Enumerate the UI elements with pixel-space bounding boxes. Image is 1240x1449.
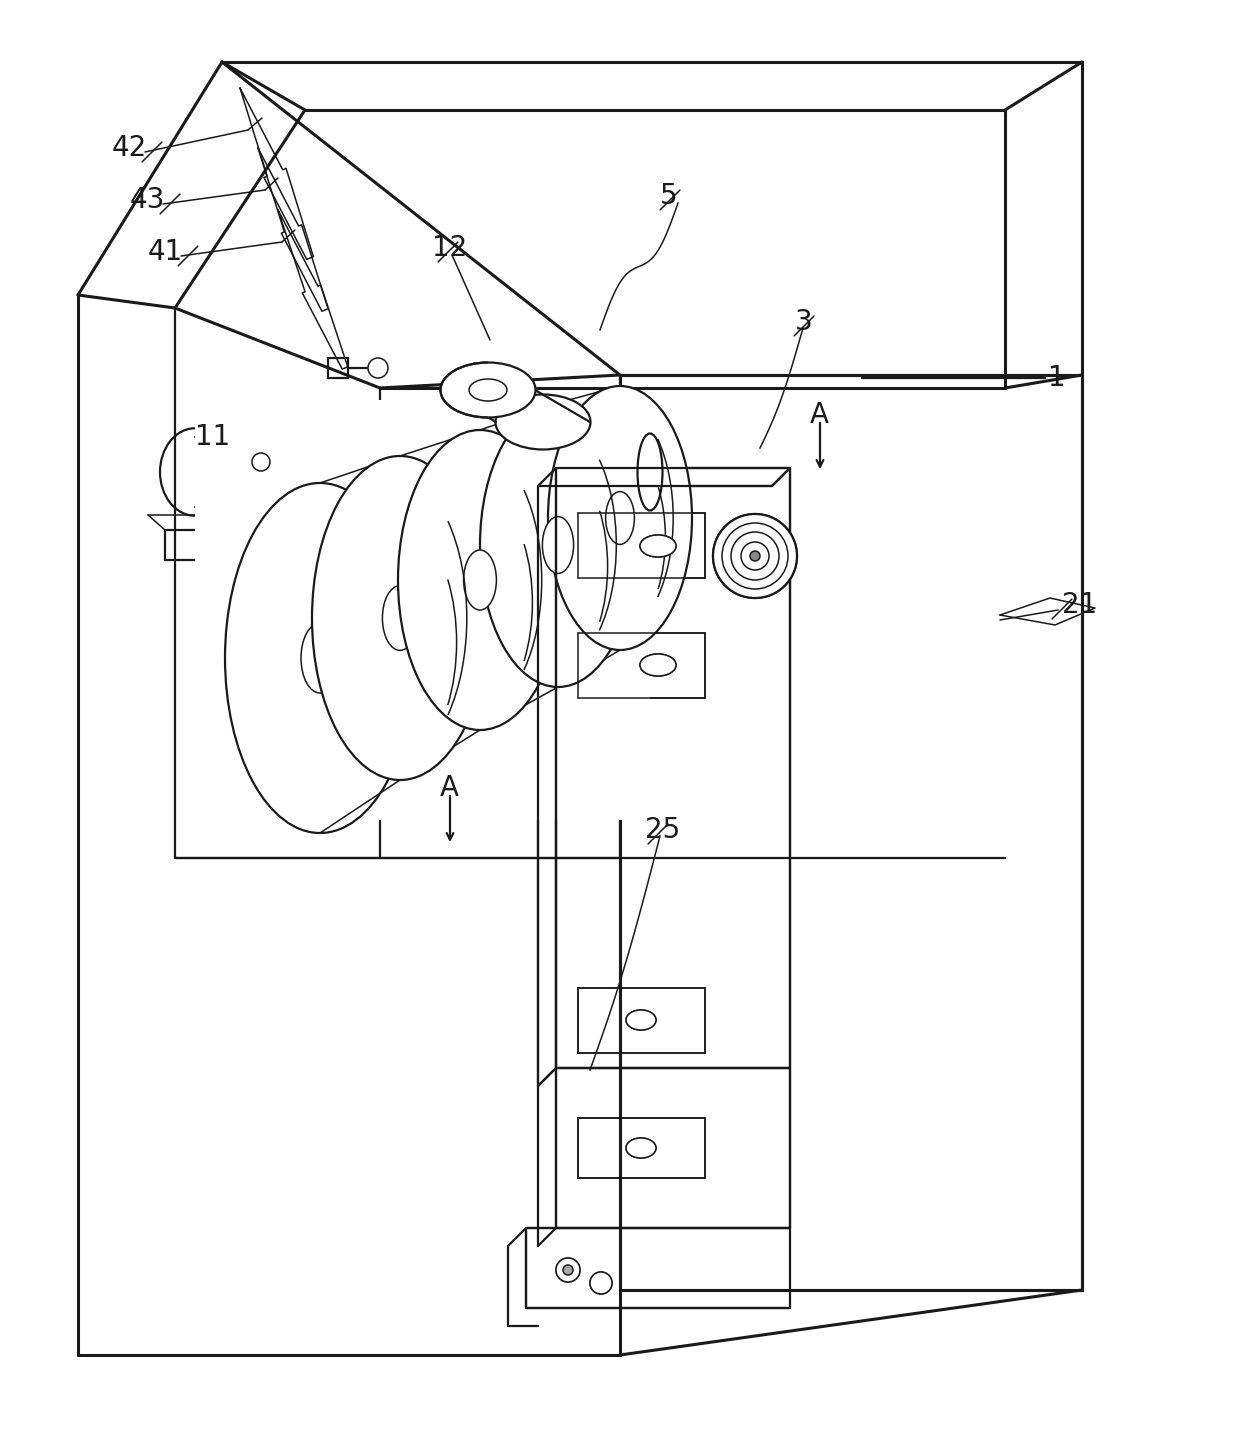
Circle shape [732,532,779,580]
Ellipse shape [440,362,536,417]
Circle shape [556,1258,580,1282]
Text: 43: 43 [130,185,165,214]
Polygon shape [195,400,650,820]
Polygon shape [620,375,1083,1290]
Circle shape [713,514,797,598]
Circle shape [750,551,760,561]
Ellipse shape [312,456,489,780]
Ellipse shape [640,653,676,677]
Circle shape [722,523,787,588]
Ellipse shape [224,483,415,833]
Circle shape [732,532,779,580]
Ellipse shape [626,1010,656,1030]
Ellipse shape [464,551,496,610]
Ellipse shape [640,653,676,677]
Ellipse shape [382,585,418,651]
Text: 11: 11 [195,423,231,451]
Circle shape [590,1272,613,1294]
Ellipse shape [626,1137,656,1158]
Ellipse shape [626,1010,656,1030]
Ellipse shape [605,491,635,545]
Circle shape [750,551,760,561]
Circle shape [742,542,769,569]
Ellipse shape [480,403,636,687]
Ellipse shape [640,535,676,556]
Ellipse shape [640,535,676,556]
Circle shape [368,358,388,378]
Ellipse shape [637,433,662,510]
Circle shape [252,454,270,471]
Ellipse shape [398,430,562,730]
Circle shape [713,514,797,598]
Text: A: A [810,401,830,429]
Text: 25: 25 [645,816,681,843]
Ellipse shape [496,394,590,449]
Circle shape [563,1265,573,1275]
Text: 41: 41 [148,238,184,267]
Text: A: A [440,774,459,801]
Text: 3: 3 [795,309,812,336]
Ellipse shape [301,623,339,693]
Text: 1: 1 [1048,364,1065,393]
Circle shape [556,1258,580,1282]
Circle shape [722,523,787,588]
Ellipse shape [469,380,507,401]
Ellipse shape [548,385,692,651]
Text: 42: 42 [112,133,148,162]
Text: 12: 12 [432,233,467,262]
Ellipse shape [542,517,574,574]
Text: 5: 5 [660,183,677,210]
Circle shape [590,1272,613,1294]
Ellipse shape [626,1137,656,1158]
Circle shape [563,1265,573,1275]
Circle shape [742,542,769,569]
Text: 21: 21 [1061,591,1097,619]
